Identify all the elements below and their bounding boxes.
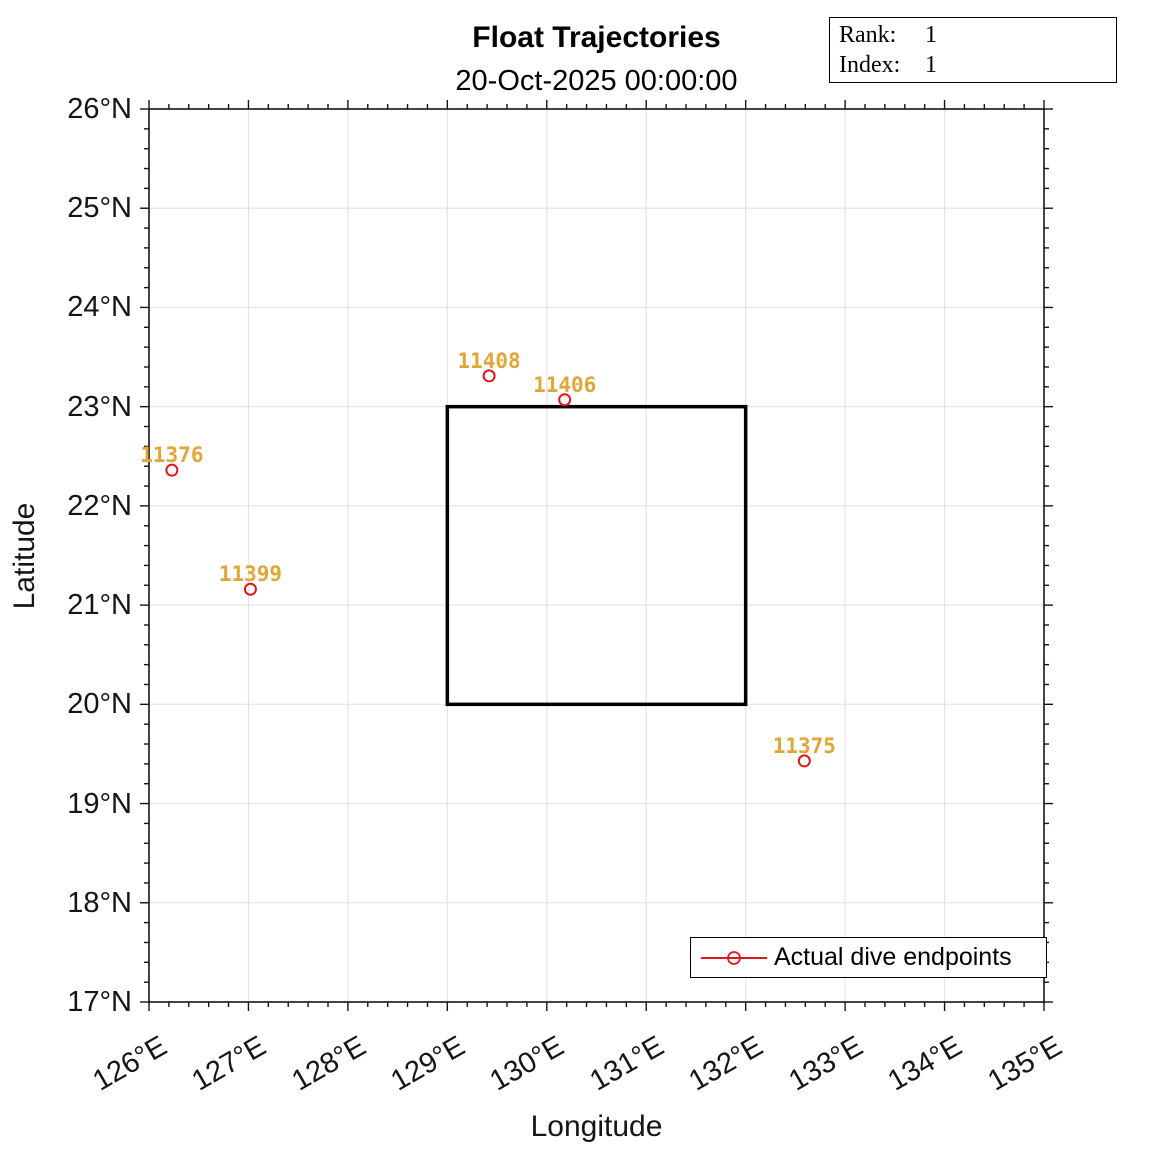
rank-index-annotation-box: Rank: 1 Index: 1 bbox=[829, 17, 1117, 83]
dive-endpoint-marker-11375 bbox=[797, 754, 811, 768]
dive-endpoint-marker-11408 bbox=[482, 369, 496, 383]
page-title: Float Trajectories bbox=[472, 21, 721, 54]
index-value: 1 bbox=[925, 52, 937, 78]
y-axis-label: Latitude bbox=[8, 502, 41, 610]
rank-label: Rank: bbox=[839, 22, 897, 48]
index-row: Index: 1 bbox=[839, 50, 1116, 80]
dive-endpoint-marker-11376 bbox=[165, 463, 179, 477]
legend: Actual dive endpoints bbox=[690, 937, 1047, 978]
legend-marker-sample bbox=[701, 950, 767, 965]
legend-item-label: Actual dive endpoints bbox=[774, 943, 1012, 971]
rank-row: Rank: 1 bbox=[839, 20, 1116, 50]
rank-value: 1 bbox=[925, 22, 937, 48]
subtitle-timestamp: 20-Oct-2025 00:00:00 bbox=[455, 65, 738, 97]
x-axis-label: Longitude bbox=[530, 1110, 663, 1143]
dive-endpoint-marker-11399 bbox=[243, 582, 257, 596]
search-region-rectangle bbox=[445, 404, 748, 707]
index-label: Index: bbox=[839, 52, 901, 78]
dive-endpoint-marker-11406 bbox=[558, 393, 572, 407]
axes-box bbox=[148, 108, 1045, 1003]
